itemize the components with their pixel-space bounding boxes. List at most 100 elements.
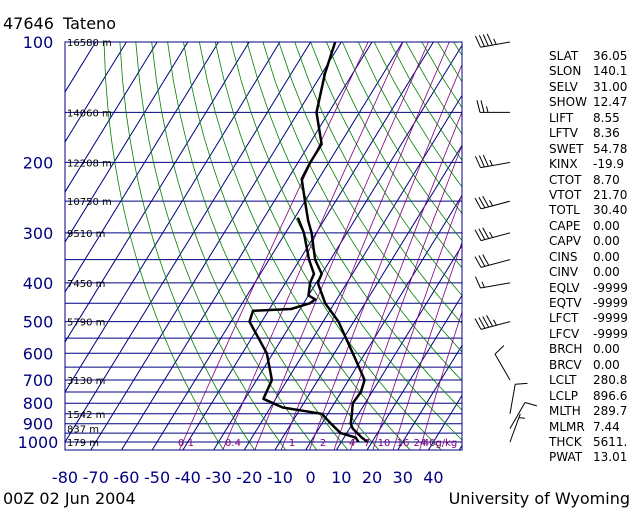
- index-row: SELV 31.00: [549, 80, 639, 95]
- dry-adiabat-line: [214, 42, 442, 450]
- wind-barb-flag: [474, 35, 481, 48]
- temperature-tick-label: 10: [331, 468, 351, 487]
- wind-barb: [509, 413, 526, 443]
- wind-barb-staff: [480, 161, 511, 169]
- index-row: TOTL 30.40: [549, 203, 639, 218]
- dry-adiabat-line: [183, 42, 380, 450]
- index-key: BRCH: [549, 342, 583, 357]
- index-row: LFCT -9999: [549, 311, 639, 326]
- mixing-ratio-label: 0.4: [225, 438, 241, 449]
- height-label: 837 m: [67, 424, 99, 435]
- index-key: SWET: [549, 141, 584, 156]
- index-row: CINS 0.00: [549, 250, 639, 265]
- height-label: 5790 m: [67, 318, 105, 329]
- temperature-tick-label: -20: [236, 468, 262, 487]
- mixing-ratio-line: [280, 42, 450, 450]
- isotherm-line: [90, 42, 342, 450]
- sounding-profiles: [248, 42, 369, 444]
- wind-barb: [509, 402, 538, 429]
- dry-adiabats: [103, 42, 462, 450]
- wind-barb: [474, 276, 511, 289]
- mixing-ratio-label: 24: [414, 438, 427, 449]
- height-label: 1542 m: [67, 410, 105, 421]
- index-value: 0.00: [593, 218, 620, 233]
- index-value: 30.40: [593, 203, 628, 218]
- dry-adiabat-line: [103, 42, 224, 450]
- wind-barb-staff: [494, 353, 511, 381]
- dry-adiabat-line: [357, 42, 462, 215]
- index-value: 12.47: [593, 95, 628, 110]
- dry-adiabat-line: [119, 42, 256, 450]
- wind-barb-half-flag: [493, 38, 497, 45]
- dry-adiabat-line: [167, 42, 349, 450]
- mixing-ratio-line: [309, 63, 462, 450]
- mixing-ratio-line: [392, 241, 462, 450]
- mixing-ratio-label: 7: [364, 438, 370, 449]
- index-value: 7.44: [593, 419, 620, 434]
- index-row: THCK 5611.: [549, 435, 639, 450]
- isotherm-line: [366, 294, 462, 450]
- wind-barb-flag: [482, 254, 490, 266]
- mixing-ratio-line: [254, 42, 429, 450]
- wind-barb-flag: [515, 382, 528, 385]
- pressure-tick-label: 700: [23, 371, 54, 390]
- dry-adiabat-line: [326, 42, 462, 269]
- index-row: LIFT 8.55: [549, 111, 639, 126]
- wind-barb-staff: [480, 232, 511, 242]
- temperature-tick-label: -50: [144, 468, 170, 487]
- wind-barb-staff: [480, 41, 511, 48]
- pressure-tick-label: 100: [23, 33, 54, 52]
- isotherm-line: [305, 194, 462, 450]
- wind-barb-flag: [486, 315, 494, 327]
- isotherm-line: [65, 42, 312, 443]
- mixing-ratio-label: 1: [289, 438, 295, 449]
- temperature-tick-label: -30: [205, 468, 231, 487]
- wind-barb-flag: [482, 195, 490, 208]
- observation-time: 00Z 02 Jun 2004: [3, 489, 136, 508]
- dry-adiabat-line: [310, 42, 462, 297]
- wind-barb-flag: [474, 229, 482, 241]
- wind-barb-flag: [524, 402, 538, 407]
- index-value: 0.00: [593, 249, 620, 264]
- index-value: 896.6: [593, 388, 628, 403]
- pressure-tick-label: 200: [23, 153, 54, 172]
- index-key: EQLV: [549, 280, 580, 295]
- isotherm-line: [397, 344, 462, 450]
- wind-barb-half-flag: [486, 106, 489, 113]
- index-key: CAPE: [549, 218, 581, 233]
- index-key: CAPV: [549, 234, 582, 249]
- index-row: LCLT 280.8: [549, 373, 639, 388]
- index-row: LCLP 896.6: [549, 389, 639, 404]
- wind-barb: [509, 382, 528, 414]
- index-row: BRCH 0.00: [549, 342, 639, 357]
- wind-barb-half-flag: [518, 417, 526, 419]
- mixing-ratio-label: 16: [397, 438, 410, 449]
- index-value: 5611.: [593, 434, 628, 449]
- wind-barb: [474, 227, 511, 242]
- index-row: EQLV -9999: [549, 281, 639, 296]
- dry-adiabat-line: [151, 42, 318, 450]
- index-key: EQTV: [549, 296, 582, 310]
- index-value: -9999: [593, 280, 628, 295]
- wind-barb-flag: [474, 318, 482, 330]
- dry-adiabat-line: [230, 42, 462, 441]
- index-row: LFTV 8.36: [549, 126, 639, 141]
- index-row: KINX -19.9: [549, 157, 639, 172]
- wind-barb-half-flag: [481, 281, 485, 288]
- index-key: TOTL: [549, 203, 580, 218]
- index-key: SLON: [549, 64, 582, 79]
- wind-barb: [474, 154, 511, 169]
- index-row: CINV 0.00: [549, 265, 639, 280]
- wind-barb-staff: [509, 402, 526, 429]
- index-value: 54.78: [593, 141, 628, 156]
- isotherm-line: [65, 42, 158, 193]
- height-label: 14060 m: [67, 108, 112, 119]
- wind-barb-flag: [482, 316, 490, 328]
- index-value: -9999: [593, 326, 628, 341]
- wind-barb-flag: [474, 276, 481, 289]
- wind-barbs: [474, 33, 538, 443]
- index-value: 36.05: [593, 49, 628, 63]
- mixing-ratio-label: 10: [378, 438, 391, 449]
- dry-adiabat-line: [199, 42, 411, 450]
